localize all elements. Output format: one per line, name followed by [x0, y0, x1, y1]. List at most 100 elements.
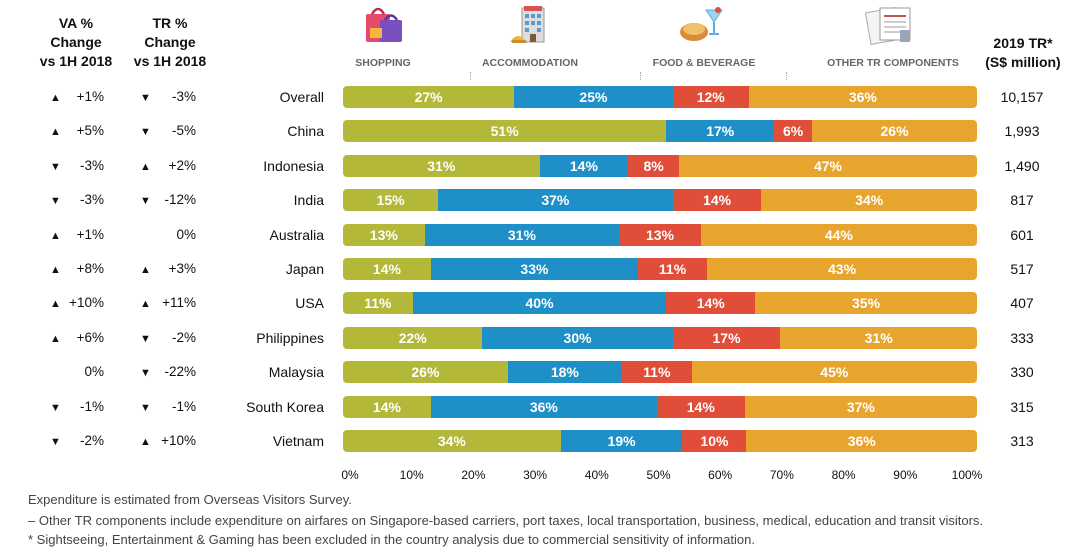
bar-segment-accommodation: 37%	[438, 189, 673, 211]
country-label: Overall	[279, 89, 324, 105]
va-change-value: +8%	[76, 261, 104, 276]
va-change-value: +1%	[76, 89, 104, 104]
x-tick-label: 60%	[708, 468, 733, 482]
tr-change-value: -2%	[171, 330, 196, 345]
arrow-up-icon: ▲	[50, 298, 61, 310]
tr-change-value: +10%	[161, 433, 196, 448]
tr-change-cell: ▲ +3%	[140, 259, 196, 279]
total-tr-value: 817	[1010, 192, 1034, 208]
arrow-up-icon: ▲	[140, 298, 151, 310]
bar-segment-accommodation: 17%	[666, 120, 775, 142]
bar-segment-shopping: 14%	[343, 396, 431, 418]
va-change-value: 0%	[84, 364, 104, 379]
va-change-cell: ▼ -2%	[50, 431, 104, 451]
stacked-bar: 31% 14% 8% 47%	[343, 155, 977, 177]
x-tick-label: 100%	[951, 468, 983, 482]
tr-change-cell: ▲ +10%	[140, 431, 196, 451]
category-label-food-beverage: FOOD & BEVERAGE	[652, 57, 756, 69]
va-header-line3: vs 1H 2018	[39, 53, 113, 69]
category-label-accommodation: ACCOMMODATION	[481, 57, 579, 69]
va-change-cell: ▲ +1%	[50, 225, 104, 245]
total-tr-value: 1,490	[1004, 158, 1040, 174]
total-header-line2: (S$ million)	[985, 54, 1061, 70]
bar-segment-accommodation: 40%	[412, 292, 667, 314]
bar-segment-accommodation: 14%	[539, 155, 629, 177]
tr-change-cell: ▼ -22%	[140, 362, 196, 382]
country-label: Indonesia	[263, 158, 324, 174]
arrow-up-icon: ▲	[140, 436, 151, 448]
x-tick-label: 80%	[831, 468, 856, 482]
tr-change-cell: ▼ -3%	[140, 87, 196, 107]
bar-segment-other: 36%	[748, 86, 977, 108]
x-tick-label: 70%	[769, 468, 794, 482]
arrow-up-icon: ▲	[50, 264, 61, 276]
va-header-line1: VA %	[58, 15, 94, 31]
stacked-bar: 15% 37% 14% 34%	[343, 189, 977, 211]
bar-segment-food-beverage: 10%	[682, 430, 747, 452]
country-label: Japan	[285, 261, 324, 277]
arrow-down-icon: ▼	[50, 402, 61, 414]
stacked-bar: 13% 31% 13% 44%	[343, 224, 977, 246]
stacked-bar: 11% 40% 14% 35%	[343, 292, 977, 314]
tr-change-value: -12%	[164, 192, 196, 207]
bar-segment-shopping: 34%	[343, 430, 561, 452]
bar-segment-food-beverage: 14%	[672, 189, 762, 211]
footnote-sightseeing: * Sightseeing, Entertainment & Gaming ha…	[28, 532, 755, 547]
bar-segment-food-beverage: 6%	[774, 120, 813, 142]
total-tr-value: 333	[1010, 330, 1034, 346]
bar-segment-shopping: 11%	[343, 292, 413, 314]
total-tr-header: 2019 TR* (S$ million)	[984, 34, 1062, 72]
arrow-up-icon: ▲	[50, 92, 61, 104]
x-tick-label: 10%	[399, 468, 424, 482]
bar-segment-accommodation: 19%	[560, 430, 683, 452]
arrow-down-icon: ▼	[50, 436, 61, 448]
bar-segment-accommodation: 30%	[482, 327, 673, 349]
bar-segment-other: 43%	[707, 258, 977, 280]
bar-segment-accommodation: 18%	[507, 361, 622, 383]
bar-segment-other: 45%	[691, 361, 977, 383]
tr-header-line3: vs 1H 2018	[133, 53, 207, 69]
arrow-down-icon: ▼	[140, 402, 151, 414]
country-label: Vietnam	[272, 433, 324, 449]
tr-change-cell: ▲ +11%	[140, 293, 196, 313]
country-label: Malaysia	[268, 364, 324, 380]
bar-segment-shopping: 13%	[343, 224, 425, 246]
bar-segment-other: 35%	[755, 292, 977, 314]
documents-icon	[864, 7, 911, 45]
tr-change-cell: ▼ -1%	[140, 397, 196, 417]
arrow-up-icon: ▲	[50, 230, 61, 242]
footnote-other-components: – Other TR components include expenditur…	[28, 513, 984, 528]
total-tr-value: 517	[1010, 261, 1034, 277]
category-separator	[786, 72, 787, 80]
shopping-bags-icon	[366, 7, 402, 42]
food-drink-icon	[680, 7, 723, 41]
tr-change-cell: 0%	[140, 225, 196, 245]
arrow-down-icon: ▼	[140, 367, 151, 379]
stacked-bar: 27% 25% 12% 36%	[343, 86, 977, 108]
x-tick-label: 0%	[341, 468, 359, 482]
arrow-up-icon: ▲	[50, 333, 61, 345]
arrow-up-icon: ▲	[140, 264, 151, 276]
arrow-down-icon: ▼	[50, 161, 61, 173]
total-tr-value: 10,157	[1000, 89, 1044, 105]
bar-segment-accommodation: 25%	[514, 86, 673, 108]
va-change-header: VA % Change vs 1H 2018	[28, 14, 124, 71]
va-change-value: -3%	[79, 192, 104, 207]
bar-segment-food-beverage: 12%	[672, 86, 749, 108]
bar-segment-shopping: 51%	[343, 120, 667, 142]
va-header-line2: Change	[50, 34, 102, 50]
arrow-down-icon: ▼	[140, 333, 151, 345]
tr-change-cell: ▼ -2%	[140, 328, 196, 348]
tr-change-value: -1%	[171, 399, 196, 414]
bar-segment-other: 37%	[744, 396, 977, 418]
total-header-line1: 2019 TR*	[993, 35, 1053, 51]
stacked-bar: 14% 36% 14% 37%	[343, 396, 977, 418]
va-change-cell: ▼ -3%	[50, 156, 104, 176]
bar-segment-food-beverage: 8%	[628, 155, 679, 177]
bar-segment-shopping: 31%	[343, 155, 540, 177]
bar-segment-accommodation: 33%	[430, 258, 639, 280]
stacked-bar: 34% 19% 10% 36%	[343, 430, 977, 452]
va-change-cell: ▲ +5%	[50, 121, 104, 141]
va-change-value: +10%	[69, 295, 104, 310]
arrow-down-icon: ▼	[140, 126, 151, 138]
